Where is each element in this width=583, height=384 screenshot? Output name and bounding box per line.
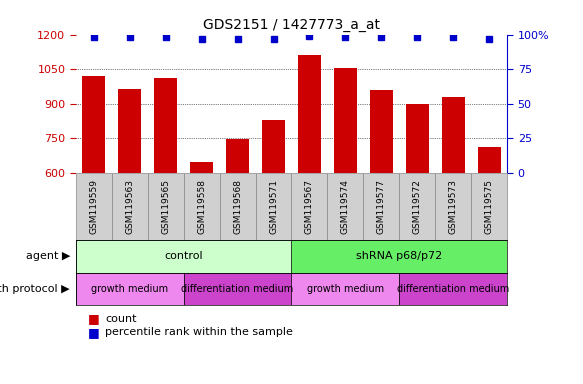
Text: differentiation medium: differentiation medium xyxy=(397,284,510,294)
Bar xyxy=(220,173,255,240)
Text: GSM119565: GSM119565 xyxy=(161,179,170,234)
Text: GSM119571: GSM119571 xyxy=(269,179,278,234)
Bar xyxy=(292,240,507,273)
Text: growth medium: growth medium xyxy=(91,284,168,294)
Bar xyxy=(406,104,429,173)
Bar xyxy=(82,76,106,173)
Bar xyxy=(184,173,220,240)
Text: GSM119558: GSM119558 xyxy=(197,179,206,234)
Text: count: count xyxy=(105,314,136,324)
Text: shRNA p68/p72: shRNA p68/p72 xyxy=(356,251,442,262)
Text: GSM119567: GSM119567 xyxy=(305,179,314,234)
Text: GSM119563: GSM119563 xyxy=(125,179,134,234)
Text: percentile rank within the sample: percentile rank within the sample xyxy=(105,327,293,337)
Bar xyxy=(399,273,507,305)
Text: growth protocol ▶: growth protocol ▶ xyxy=(0,284,70,294)
Text: GSM119573: GSM119573 xyxy=(449,179,458,234)
Bar xyxy=(298,55,321,173)
Text: GSM119568: GSM119568 xyxy=(233,179,242,234)
Bar xyxy=(255,173,292,240)
Text: GSM119577: GSM119577 xyxy=(377,179,386,234)
Text: GSM119572: GSM119572 xyxy=(413,179,422,234)
Text: GSM119574: GSM119574 xyxy=(341,179,350,234)
Bar xyxy=(477,147,501,173)
Bar xyxy=(147,173,184,240)
Text: control: control xyxy=(164,251,203,262)
Text: GSM119575: GSM119575 xyxy=(484,179,494,234)
Text: differentiation medium: differentiation medium xyxy=(181,284,294,294)
Bar xyxy=(441,97,465,173)
Text: ■: ■ xyxy=(87,326,99,339)
Bar xyxy=(333,68,357,173)
Text: growth medium: growth medium xyxy=(307,284,384,294)
Bar xyxy=(399,173,436,240)
Bar xyxy=(370,90,393,173)
Bar xyxy=(76,273,184,305)
Bar xyxy=(363,173,399,240)
Bar xyxy=(76,240,292,273)
Bar xyxy=(292,273,399,305)
Bar xyxy=(118,89,142,173)
Bar xyxy=(76,173,112,240)
Bar xyxy=(328,173,363,240)
Title: GDS2151 / 1427773_a_at: GDS2151 / 1427773_a_at xyxy=(203,18,380,32)
Bar xyxy=(112,173,147,240)
Bar xyxy=(471,173,507,240)
Text: GSM119559: GSM119559 xyxy=(89,179,99,234)
Bar xyxy=(226,139,250,173)
Bar xyxy=(190,162,213,173)
Bar xyxy=(292,173,328,240)
Bar xyxy=(184,273,292,305)
Bar xyxy=(154,78,177,173)
Text: ■: ■ xyxy=(87,312,99,325)
Bar xyxy=(436,173,471,240)
Bar xyxy=(262,120,285,173)
Text: agent ▶: agent ▶ xyxy=(26,251,70,262)
